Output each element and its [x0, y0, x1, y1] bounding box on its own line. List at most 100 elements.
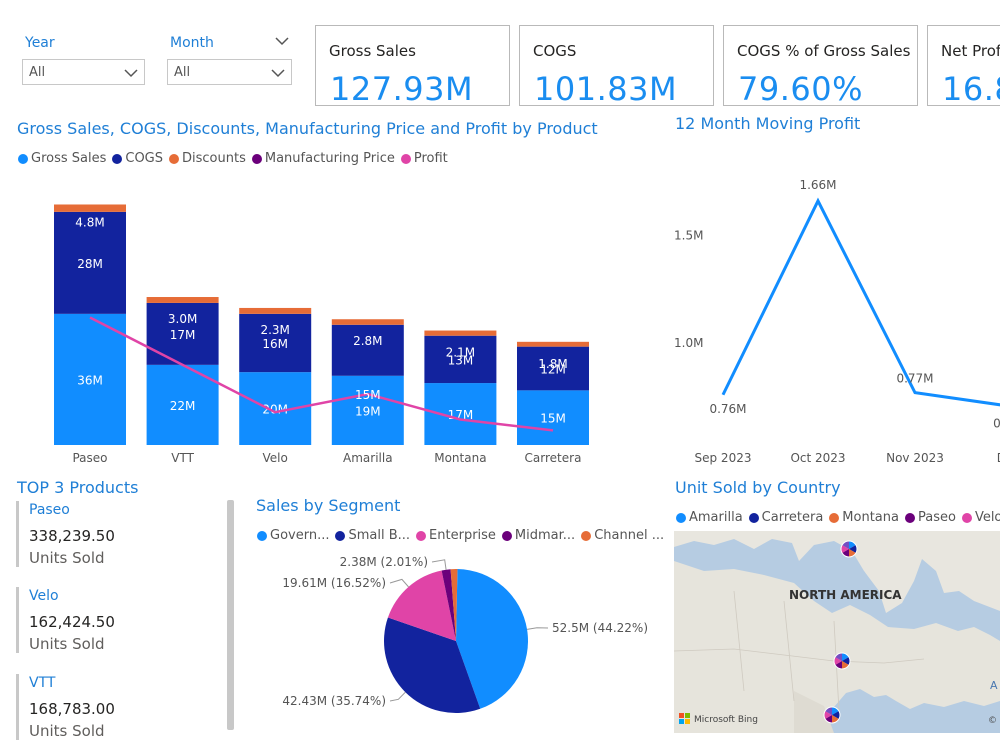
- legend-item-gross-sales[interactable]: Gross Sales: [18, 151, 106, 166]
- x-tick-label: VTT: [171, 451, 194, 465]
- legend-label: Velo: [974, 510, 1000, 525]
- x-tick-label: Velo: [263, 451, 288, 465]
- legend-label: COGS: [125, 151, 164, 166]
- country-map[interactable]: NORTH AMERICA Microsoft Bing A ©: [674, 531, 1000, 733]
- legend-label: Manufacturing Price: [264, 151, 395, 166]
- map-bubble-slice: [832, 711, 840, 719]
- legend-dot: [416, 530, 427, 541]
- legend-dot: [676, 512, 686, 523]
- legend-dot: [748, 512, 759, 523]
- kpi-card-cogs[interactable]: COGS 101.83M: [519, 25, 714, 106]
- map-attribution: Microsoft Bing: [694, 715, 758, 725]
- profit-label: 4.8M: [75, 215, 104, 229]
- year-slicer-value: All: [29, 65, 46, 80]
- legend-item-midmarket[interactable]: Midmar...: [501, 528, 576, 543]
- chevron-down-icon[interactable]: [275, 36, 289, 46]
- pie-slice: [387, 570, 456, 641]
- legend-item-paseo[interactable]: Paseo: [904, 510, 956, 525]
- legend-label: Paseo: [917, 510, 956, 525]
- map-bubble-slice: [841, 545, 849, 553]
- kpi-card-gross-sales[interactable]: Gross Sales 127.93M: [315, 25, 510, 106]
- segment-legend: Govern... Small B... Enterprise Midmar..…: [257, 528, 670, 543]
- legend-label: Channel ...: [594, 528, 665, 543]
- legend-dot: [829, 512, 840, 523]
- y-tick-label: 1.0M: [674, 336, 703, 350]
- kpi-value: 127.93M: [330, 70, 474, 106]
- map-copyright: ©: [988, 716, 997, 726]
- product-chart-legend: Gross Sales COGS Discounts Manufacturing…: [18, 151, 454, 166]
- profit-label: 1.8M: [538, 357, 567, 371]
- top-product-accent-bar: [16, 501, 19, 567]
- x-tick-label: Paseo: [72, 451, 107, 465]
- moving-profit-title: 12 Month Moving Profit: [675, 114, 861, 133]
- pie-slice: [384, 617, 481, 713]
- legend-item-enterprise[interactable]: Enterprise: [416, 528, 496, 543]
- top-product-name: Paseo: [29, 502, 70, 518]
- bar-cogs: [331, 324, 404, 376]
- map-land-north-america: [674, 561, 1000, 733]
- pie-leader-line: [389, 578, 409, 588]
- bar-cogs: [146, 302, 219, 365]
- legend-dot: [18, 153, 28, 164]
- bar-cogs: [54, 211, 126, 314]
- map-bubble-outline: [840, 540, 858, 558]
- legend-dot: [501, 530, 512, 541]
- profit-label: 3.0M: [168, 312, 197, 326]
- bar-label-gross-sales: 15M: [540, 412, 566, 426]
- pie-leader-line: [389, 691, 406, 702]
- kpi-label: COGS % of Gross Sales: [737, 42, 911, 60]
- data-label: 0: [993, 417, 1000, 431]
- legend-item-montana[interactable]: Montana: [829, 510, 899, 525]
- legend-item-small-business[interactable]: Small B...: [335, 528, 410, 543]
- segment-pie-plot: 52.5M (44.22%) 42.43M (35.74%) 19.61M (16.…: [282, 555, 648, 713]
- pie-leader-line: [431, 559, 447, 570]
- map-region-label: NORTH AMERICA: [789, 588, 902, 602]
- legend-label: Enterprise: [429, 528, 496, 543]
- legend-label: Midmar...: [514, 528, 576, 543]
- bar-gross-sales: [54, 313, 126, 445]
- legend-item-velo[interactable]: Velo: [961, 510, 1000, 525]
- pie-slice: [450, 569, 458, 641]
- legend-item-channel-partners[interactable]: Channel ...: [581, 528, 664, 543]
- top-product-name: Velo: [29, 588, 59, 604]
- map-bubble-slice: [824, 711, 832, 719]
- kpi-card-net-profit[interactable]: Net Profit 16.8: [927, 25, 1000, 106]
- bar-discounts: [146, 297, 219, 303]
- top-product-value: 162,424.50: [29, 613, 115, 631]
- map-bubbles: [823, 540, 858, 724]
- bar-cogs: [239, 313, 312, 373]
- legend-item-government[interactable]: Govern...: [257, 528, 329, 543]
- legend-item-profit[interactable]: Profit: [400, 151, 448, 166]
- legend-item-carretera[interactable]: Carretera: [748, 510, 823, 525]
- month-slicer-dropdown[interactable]: All: [167, 59, 292, 85]
- scrollbar[interactable]: [227, 500, 234, 730]
- kpi-value: 16.8: [942, 70, 1000, 106]
- product-chart-title: Gross Sales, COGS, Discounts, Manufactur…: [17, 119, 598, 138]
- x-tick-label: Amarilla: [343, 451, 393, 465]
- legend-item-manufacturing-price[interactable]: Manufacturing Price: [251, 151, 395, 166]
- legend-label: Montana: [842, 510, 899, 525]
- pie-data-label: 52.5M (44.22%): [552, 621, 648, 635]
- legend-dot: [400, 153, 411, 164]
- kpi-label: COGS: [533, 42, 577, 60]
- legend-dot: [251, 153, 262, 164]
- map-borders: [674, 590, 925, 712]
- kpi-label: Net Profit: [941, 42, 1000, 60]
- legend-item-cogs[interactable]: COGS: [112, 151, 163, 166]
- map-canvas: NORTH AMERICA Microsoft Bing A ©: [674, 531, 1000, 733]
- map-bubble-slice: [849, 545, 857, 553]
- bar-gross-sales: [331, 375, 404, 445]
- profit-label: 2.1M: [446, 346, 475, 360]
- top-products-title: TOP 3 Products: [17, 478, 139, 497]
- bar-label-gross-sales: 36M: [77, 373, 103, 387]
- legend-dot: [112, 153, 123, 164]
- kpi-card-cogs-percent[interactable]: COGS % of Gross Sales 79.60%: [723, 25, 918, 106]
- year-slicer-dropdown[interactable]: All: [22, 59, 145, 85]
- bar-discounts: [424, 330, 497, 336]
- legend-item-discounts[interactable]: Discounts: [169, 151, 246, 166]
- kpi-label: Gross Sales: [329, 42, 416, 60]
- profit-line: [89, 316, 554, 432]
- moving-profit-line: [721, 197, 1000, 407]
- legend-item-amarilla[interactable]: Amarilla: [676, 510, 743, 525]
- legend-dot: [904, 512, 915, 523]
